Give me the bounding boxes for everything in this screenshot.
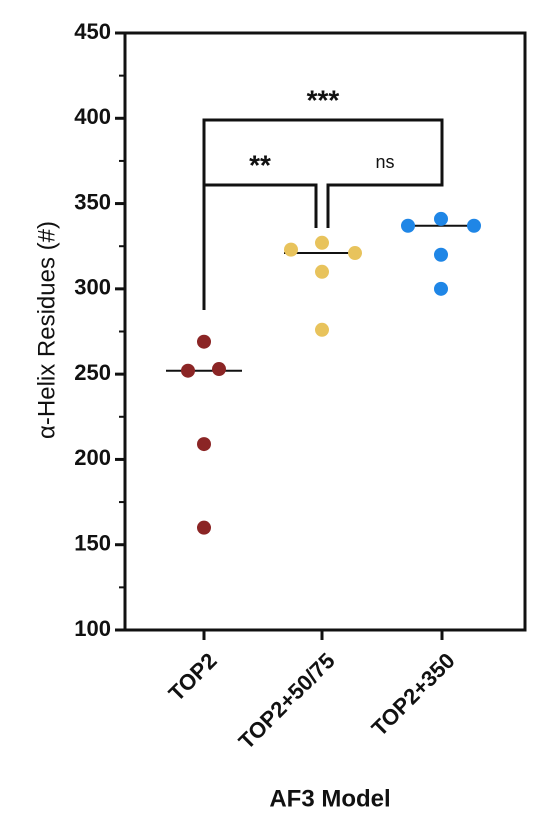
- data-point: [315, 235, 329, 250]
- x-tick-label: TOP2: [164, 648, 222, 706]
- significance-bracket: [326, 165, 444, 228]
- data-point: [197, 437, 211, 452]
- y-tick-label: 100: [74, 616, 111, 641]
- data-point: [348, 246, 362, 261]
- y-tick-label: 450: [74, 19, 111, 44]
- y-tick-label: 300: [74, 275, 111, 300]
- data-point: [434, 247, 448, 262]
- significance-label: **: [249, 149, 271, 180]
- y-tick-label: 200: [74, 445, 111, 470]
- data-point: [315, 264, 329, 279]
- significance-label: ***: [307, 84, 340, 115]
- significance-bracket: [202, 118, 444, 310]
- y-tick-label: 150: [74, 531, 111, 556]
- data-point: [212, 362, 226, 377]
- data-point: [181, 363, 195, 378]
- y-axis-title: α-Helix Residues (#): [33, 221, 60, 439]
- significance-bracket: [202, 183, 318, 310]
- y-tick-label: 250: [74, 360, 111, 385]
- data-point: [401, 218, 415, 233]
- data-point: [197, 334, 211, 349]
- significance-label: ns: [375, 152, 394, 172]
- x-axis-title: AF3 Model: [269, 785, 390, 812]
- data-point: [284, 242, 298, 257]
- x-tick-label: TOP2+50/75: [234, 648, 340, 754]
- data-point: [197, 520, 211, 535]
- x-tick-label: TOP2+350: [367, 648, 460, 741]
- data-point: [434, 281, 448, 296]
- data-point: [467, 218, 481, 233]
- y-tick-label: 350: [74, 189, 111, 214]
- y-tick-label: 400: [74, 104, 111, 129]
- data-point: [315, 322, 329, 337]
- data-point: [434, 211, 448, 226]
